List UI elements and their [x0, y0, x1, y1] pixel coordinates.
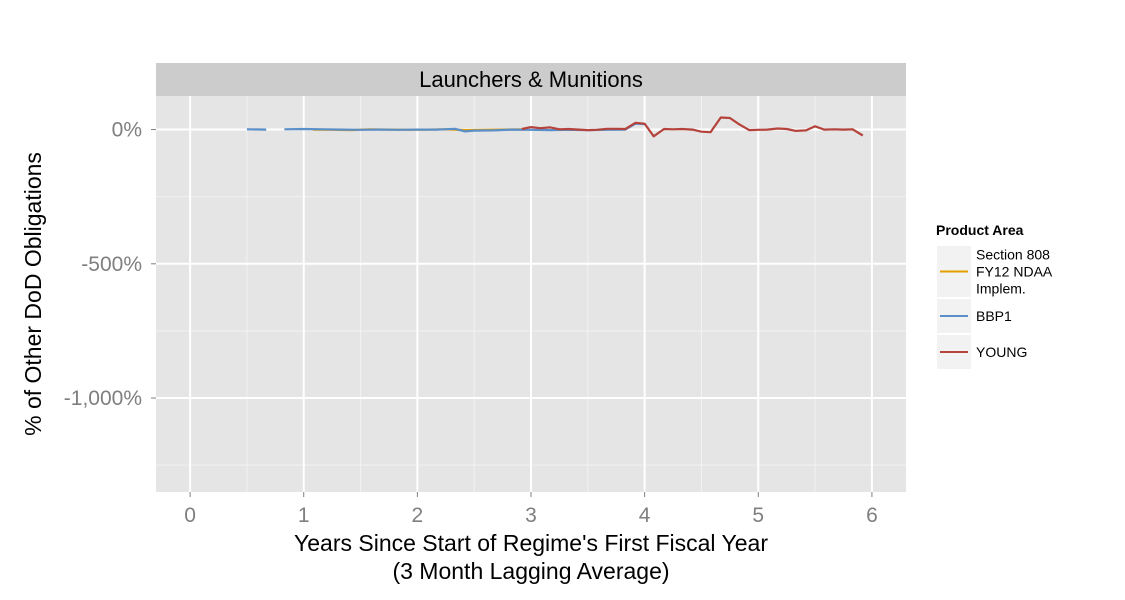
facet-strip	[156, 63, 906, 96]
series-lines	[246, 116, 864, 138]
x-tick-label: 6	[866, 504, 878, 527]
legend-label: FY12 NDAA	[976, 264, 1053, 280]
y-axis-title: % of Other DoD Obligations	[20, 152, 46, 436]
legend-label: YOUNG	[976, 344, 1027, 360]
x-axis-title-line1: Years Since Start of Regime's First Fisc…	[294, 530, 768, 556]
legend-label: BBP1	[976, 308, 1012, 324]
y-axis: 0% -500% -1,000%	[64, 119, 156, 410]
x-tick-label: 4	[639, 504, 651, 527]
legend-title: Product Area	[936, 222, 1024, 238]
legend-label: Section 808	[976, 247, 1050, 263]
y-tick-label: -1,000%	[64, 387, 142, 410]
x-tick-label: 1	[298, 504, 310, 527]
y-tick-label: 0%	[112, 119, 142, 142]
x-axis-title-line2: (3 Month Lagging Average)	[392, 558, 669, 584]
x-tick-label: 0	[184, 504, 196, 527]
x-tick-label: 2	[412, 504, 424, 527]
x-tick-label: 3	[525, 504, 537, 527]
series-line-2	[521, 116, 864, 138]
legend-label: Implem.	[976, 281, 1026, 297]
x-tick-label: 5	[752, 504, 764, 527]
y-tick-label: -500%	[81, 253, 142, 276]
x-axis: 0 1 2 3 4 5 6	[184, 492, 878, 527]
facet-title: Launchers & Munitions	[419, 67, 643, 92]
